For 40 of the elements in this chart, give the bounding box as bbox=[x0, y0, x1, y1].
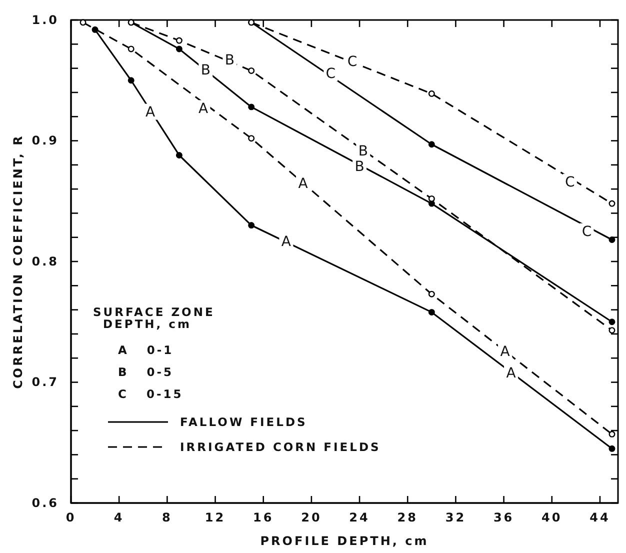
annotation: B bbox=[224, 52, 234, 69]
x-tick-label: 36 bbox=[493, 510, 514, 525]
x-tick-label: 20 bbox=[301, 510, 322, 525]
x-axis-title: PROFILE DEPTH, cm bbox=[260, 534, 429, 548]
annotation: C bbox=[565, 174, 576, 191]
annotation: B bbox=[358, 143, 368, 160]
annotation: C bbox=[347, 54, 358, 70]
annotation: IRRIGATED CORN FIELDS bbox=[180, 440, 381, 454]
annotation: A bbox=[146, 104, 156, 121]
annotation: A bbox=[198, 101, 208, 118]
y-tick-label: 0.6 bbox=[32, 496, 59, 510]
y-tick-label: 0.8 bbox=[32, 254, 59, 268]
x-tick-label: 40 bbox=[542, 510, 562, 525]
annotation: B bbox=[354, 159, 364, 176]
x-tick-label: 0 bbox=[66, 510, 76, 525]
annotation: A bbox=[281, 234, 292, 250]
annotation: FALLOW FIELDS bbox=[180, 415, 308, 429]
x-tick-label: 24 bbox=[349, 510, 370, 525]
annotation: B bbox=[200, 62, 210, 78]
y-tick-label: 0.7 bbox=[32, 375, 59, 390]
annotation: A bbox=[506, 365, 516, 382]
x-tick-label: 12 bbox=[204, 510, 226, 525]
x-tick-label: 16 bbox=[253, 510, 274, 525]
annotation: C 0-15 bbox=[118, 387, 184, 401]
x-tick-label: 8 bbox=[162, 510, 172, 525]
x-tick-label: 32 bbox=[445, 510, 466, 525]
y-tick-label: 0.9 bbox=[32, 134, 59, 148]
y-axis-title: CORRELATION COEFFICIENT, R bbox=[11, 134, 25, 389]
y-tick-label: 1.0 bbox=[32, 12, 59, 27]
annotation: A bbox=[500, 344, 510, 360]
annotation: C bbox=[326, 66, 336, 82]
x-tick-label: 28 bbox=[397, 510, 418, 525]
x-tick-label: 44 bbox=[590, 510, 610, 525]
annotation: A 0-1 bbox=[118, 343, 174, 357]
annotation: C bbox=[582, 224, 592, 240]
x-tick-label: 4 bbox=[114, 510, 124, 525]
annotation: B 0-5 bbox=[118, 365, 174, 379]
annotation: SURFACE ZONE bbox=[93, 305, 215, 319]
annotation: DEPTH, cm bbox=[103, 317, 192, 331]
annotation: A bbox=[298, 176, 308, 192]
